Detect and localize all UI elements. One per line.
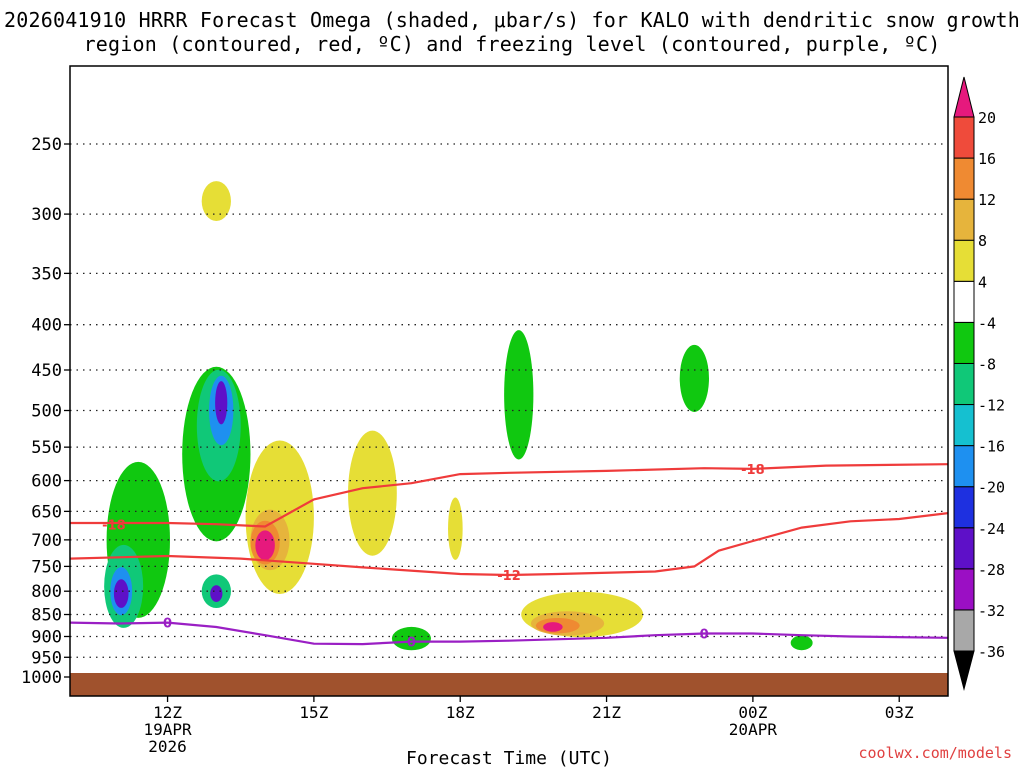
y-tick-label: 300 xyxy=(31,205,62,225)
omega-area xyxy=(504,330,534,460)
contour-label: 0 xyxy=(700,627,709,642)
contour-line xyxy=(70,463,948,528)
y-tick-label: 900 xyxy=(31,627,62,647)
y-tick-label: 950 xyxy=(31,648,62,668)
contour-label: 0 xyxy=(407,636,416,651)
colorbar-bin xyxy=(953,404,975,447)
pressure-axis: 2503003504004505005506006507007508008509… xyxy=(21,135,70,688)
contour-label: -12 xyxy=(497,569,521,584)
colorbar-bin xyxy=(953,198,975,241)
watermark: coolwx.com/models xyxy=(858,744,1012,762)
contour-label: -18 xyxy=(102,519,126,534)
contour-line xyxy=(70,512,948,577)
colorbar-label: -24 xyxy=(978,520,1005,538)
colorbar-bin xyxy=(953,362,975,406)
y-tick-label: 750 xyxy=(31,557,62,577)
colorbar-bin xyxy=(953,321,975,364)
colorbar-label: -20 xyxy=(978,479,1005,497)
y-tick-label: 850 xyxy=(31,606,62,626)
temperature-contours: -18 -18 -12 0 0 0 xyxy=(70,463,948,651)
contour-line xyxy=(70,621,948,646)
y-tick-label: 650 xyxy=(31,502,62,522)
colorbar-label: -36 xyxy=(978,643,1005,661)
colorbar-below-triangle xyxy=(953,650,975,691)
colorbar-bin xyxy=(953,486,975,529)
colorbar-label: -4 xyxy=(978,314,996,332)
colorbar-label: 4 xyxy=(978,273,987,291)
plot-frame xyxy=(69,65,949,697)
y-tick-label: 500 xyxy=(31,402,62,422)
x-tick-date: 20APR xyxy=(729,720,778,739)
x-tick-label: 18Z xyxy=(446,703,475,722)
colorbar-bin xyxy=(953,157,975,200)
ground-below-surface xyxy=(70,673,948,696)
omega-area xyxy=(210,585,223,602)
x-tick-label: 00Z xyxy=(738,703,767,722)
contour-label: 0 xyxy=(163,617,172,632)
colorbar-label: 12 xyxy=(978,191,996,209)
omega-area xyxy=(201,181,231,221)
colorbar-bin xyxy=(953,280,975,323)
colorbar-label: -12 xyxy=(978,397,1005,415)
omega-area xyxy=(255,530,275,561)
colorbar-bin xyxy=(953,116,975,159)
y-tick-label: 800 xyxy=(31,582,62,602)
omega-shading xyxy=(104,181,813,651)
colorbar-label: 16 xyxy=(978,150,996,168)
colorbar-bin xyxy=(953,609,975,652)
omega-area xyxy=(391,626,431,651)
x-tick-label: 03Z xyxy=(885,703,914,722)
y-tick-label: 550 xyxy=(31,438,62,458)
colorbar-label: -32 xyxy=(978,602,1005,620)
x-tick-year: 2026 xyxy=(148,737,187,756)
colorbar-bin xyxy=(953,445,975,488)
y-tick-label: 600 xyxy=(31,472,62,492)
omega-area xyxy=(543,622,563,632)
colorbar-above-triangle xyxy=(953,76,975,118)
omega-area xyxy=(113,579,129,608)
y-tick-label: 350 xyxy=(31,264,62,284)
omega-area xyxy=(215,381,228,425)
colorbar-bin xyxy=(953,527,975,570)
x-tick-label: 21Z xyxy=(592,703,621,722)
x-axis-label: Forecast Time (UTC) xyxy=(406,748,612,768)
y-tick-label: 1000 xyxy=(21,668,62,688)
omega-area xyxy=(790,635,813,651)
y-tick-label: 400 xyxy=(31,316,62,336)
y-tick-label: 450 xyxy=(31,361,62,381)
ground-fill xyxy=(70,673,948,696)
colorbar: -36 -32 -28 -24 -20 -16 -12 -8 -4 4 8 12 16 20 xyxy=(953,76,1005,691)
y-tick-label: 700 xyxy=(31,531,62,551)
chart-title: 2026041910 HRRR Forecast Omega (shaded, … xyxy=(3,8,1020,56)
colorbar-label: -28 xyxy=(978,561,1005,579)
omega-area xyxy=(348,430,397,556)
colorbar-label: -8 xyxy=(978,355,996,373)
contour-label: -18 xyxy=(741,463,765,478)
y-tick-label: 250 xyxy=(31,135,62,155)
colorbar-bin xyxy=(953,239,975,282)
colorbar-bin xyxy=(953,568,975,611)
colorbar-label: -16 xyxy=(978,438,1005,456)
x-tick-label: 12Z xyxy=(153,703,182,722)
x-tick-date: 19APR xyxy=(143,720,192,739)
omega-area xyxy=(679,344,709,412)
colorbar-label: 8 xyxy=(978,232,987,250)
x-tick-label: 15Z xyxy=(299,703,328,722)
omega-area xyxy=(448,497,463,560)
colorbar-label: 20 xyxy=(978,109,996,127)
